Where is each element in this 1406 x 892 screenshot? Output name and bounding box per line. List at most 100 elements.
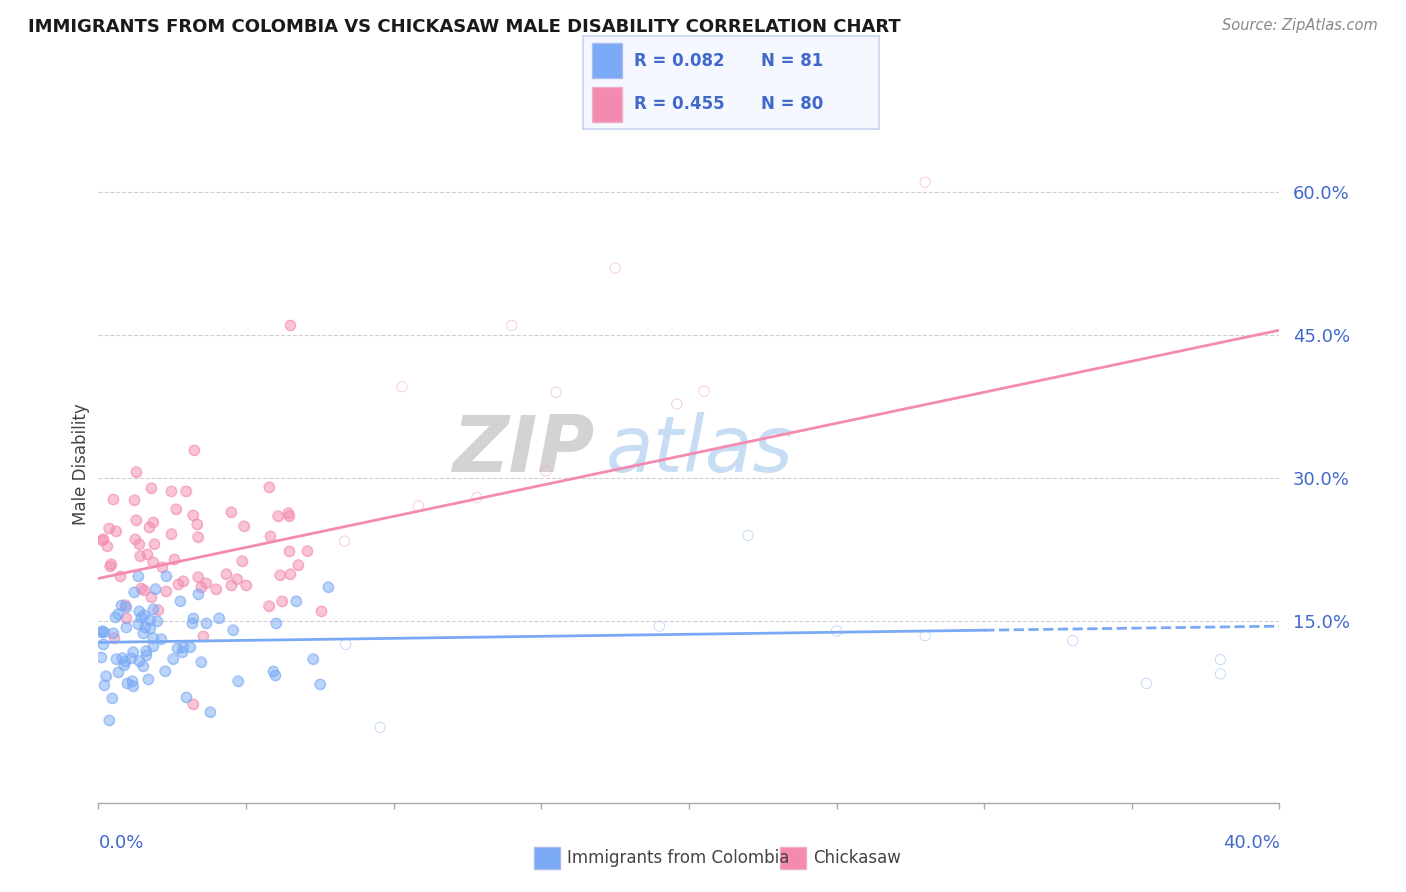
Point xyxy=(391,380,413,394)
Point xyxy=(172,640,194,655)
Point xyxy=(190,580,212,594)
Point xyxy=(132,607,155,622)
Point xyxy=(114,598,136,612)
Point xyxy=(155,584,177,599)
Point xyxy=(308,677,330,691)
Point xyxy=(176,690,198,705)
Point xyxy=(172,574,194,588)
Point xyxy=(181,697,204,711)
Point xyxy=(142,602,165,616)
Point xyxy=(187,569,209,583)
Point xyxy=(110,599,132,613)
Point xyxy=(135,644,157,658)
Text: 0.0%: 0.0% xyxy=(98,834,143,852)
Point xyxy=(129,582,152,596)
Point xyxy=(94,669,117,683)
Point xyxy=(93,637,115,651)
Point xyxy=(91,624,114,638)
Point xyxy=(139,621,162,635)
Text: Immigrants from Colombia: Immigrants from Colombia xyxy=(567,849,789,867)
Point xyxy=(142,555,165,569)
Point xyxy=(132,582,155,597)
Point xyxy=(141,481,163,495)
Point xyxy=(166,641,188,656)
Point xyxy=(264,668,287,682)
Point xyxy=(235,578,257,592)
Point xyxy=(122,585,145,599)
Point xyxy=(110,599,132,613)
Point xyxy=(169,594,191,608)
Point xyxy=(93,677,115,691)
Point xyxy=(100,691,122,706)
Point xyxy=(112,657,135,672)
Point xyxy=(104,524,127,538)
Point xyxy=(186,529,208,543)
Point xyxy=(93,677,115,691)
Point xyxy=(129,610,152,624)
Point xyxy=(195,616,218,631)
Point xyxy=(155,584,177,599)
Point xyxy=(181,616,204,631)
Point xyxy=(225,572,247,586)
Point xyxy=(163,552,186,566)
Point xyxy=(124,492,146,507)
Point xyxy=(94,669,117,683)
Point xyxy=(186,529,208,543)
Point xyxy=(270,594,292,608)
Text: ZIP: ZIP xyxy=(453,412,595,488)
Point xyxy=(150,632,173,646)
Point xyxy=(266,508,288,523)
Point xyxy=(198,705,221,719)
Point xyxy=(605,261,627,276)
Point xyxy=(135,648,157,663)
Point xyxy=(114,598,136,612)
Point xyxy=(122,585,145,599)
Point xyxy=(141,590,163,604)
Point xyxy=(90,625,112,640)
Point xyxy=(172,640,194,655)
Point xyxy=(278,566,301,581)
Point xyxy=(125,513,148,527)
Point xyxy=(129,582,152,596)
Point xyxy=(142,639,165,653)
Point xyxy=(207,611,229,625)
Point xyxy=(297,543,319,558)
Point xyxy=(231,554,253,568)
Point xyxy=(121,673,143,688)
Point xyxy=(264,668,287,682)
Point xyxy=(174,484,197,499)
Point xyxy=(172,574,194,588)
Point xyxy=(142,516,165,530)
Point xyxy=(257,599,280,613)
Point xyxy=(169,594,191,608)
Point xyxy=(546,385,568,400)
Point xyxy=(179,640,201,654)
Point xyxy=(408,499,430,513)
Point xyxy=(215,566,238,581)
Point xyxy=(153,664,176,678)
Point xyxy=(128,653,150,667)
Point xyxy=(222,623,245,637)
Point xyxy=(146,614,169,628)
Point xyxy=(235,578,257,592)
Point xyxy=(125,465,148,479)
Point xyxy=(693,384,716,398)
Point xyxy=(277,506,299,520)
Point xyxy=(135,648,157,663)
Point xyxy=(136,547,159,561)
Point xyxy=(1135,676,1157,690)
Point xyxy=(103,492,125,507)
Point xyxy=(501,318,523,333)
Point xyxy=(262,665,284,679)
Point xyxy=(648,619,671,633)
Point xyxy=(285,594,308,608)
Point xyxy=(104,610,127,624)
Point xyxy=(93,532,115,546)
Y-axis label: Male Disability: Male Disability xyxy=(72,403,90,524)
Point xyxy=(132,607,155,622)
Point xyxy=(90,625,112,640)
Point xyxy=(278,318,302,333)
Point xyxy=(165,502,187,516)
Point xyxy=(465,491,488,505)
Point xyxy=(1062,633,1084,648)
